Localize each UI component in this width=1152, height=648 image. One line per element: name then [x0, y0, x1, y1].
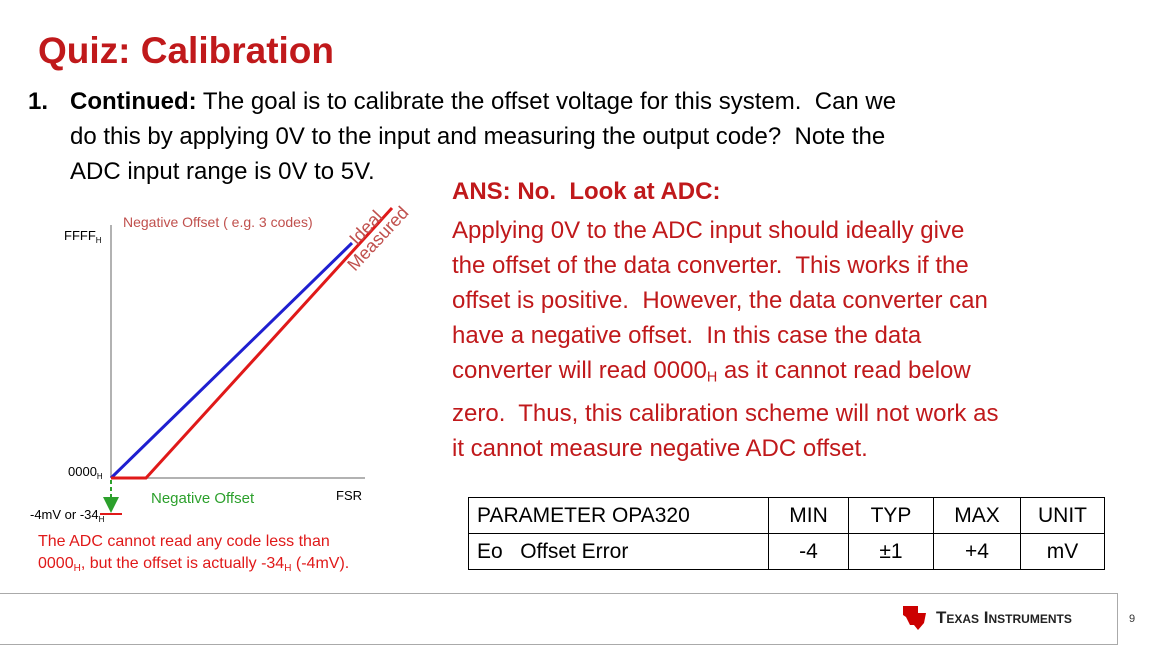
answer-text: offset is positive. However, the data co…: [452, 287, 988, 314]
header-cell: MIN: [768, 497, 849, 534]
answer-heading: ANS: No. Look at ADC:: [452, 178, 721, 205]
cell: -4: [768, 533, 849, 570]
caption-part: 0000: [38, 555, 74, 572]
neg-value: -4mV or -34: [30, 507, 99, 522]
header-cell: MAX: [933, 497, 1021, 534]
question-label: Continued:: [70, 88, 197, 115]
ffff: FFFF: [64, 228, 96, 243]
ideal-line: [109, 241, 354, 480]
offset-note: Negative Offset ( e.g. 3 codes): [123, 214, 313, 230]
question-line: Continued: The goal is to calibrate the …: [70, 90, 896, 114]
measured-line: [111, 206, 394, 480]
caption-part: , but the offset is actually -34: [81, 555, 284, 572]
question-text: The goal is to calibrate the offset volt…: [202, 88, 897, 115]
question-text: do this by applying 0V to the input and …: [70, 123, 886, 150]
spec-table: PARAMETER OPA320 MIN TYP MAX UNIT Eo Off…: [468, 497, 1105, 570]
question-number: 1.: [28, 88, 49, 115]
ti-logo-mark: [903, 606, 926, 630]
neg-value-label: -4mV or -34H: [30, 507, 105, 524]
diagram: Negative Offset ( e.g. 3 codes) Ideal Me…: [30, 203, 413, 574]
header-cell: TYP: [848, 497, 934, 534]
caption-part: (-4mV).: [291, 555, 349, 572]
answer-text: have a negative offset. In this case the…: [452, 322, 922, 349]
answer-text: it cannot measure negative ADC offset.: [452, 434, 868, 462]
question-text: ADC input range is 0V to 5V.: [70, 158, 375, 185]
zero-sub: H: [97, 472, 103, 481]
cell: Eo Offset Error: [468, 533, 769, 570]
footer: [0, 593, 1118, 645]
answer-text: as it cannot read below: [717, 357, 971, 384]
caption: The ADC cannot read any code less than: [38, 533, 330, 550]
ti-logo: Texas Instruments: [936, 608, 1072, 627]
cell: +4: [933, 533, 1021, 570]
answer-body: Applying 0V to the ADC input should idea…: [452, 213, 998, 466]
zero: 0000: [68, 464, 97, 479]
caption: 0000H, but the offset is actually -34H (…: [38, 555, 349, 574]
fsr-label: FSR: [336, 488, 362, 503]
header-cell: PARAMETER OPA320: [468, 497, 769, 534]
neg-value-sub: H: [99, 515, 105, 524]
answer-subscript: H: [706, 369, 718, 386]
answer-text: converter will read 0000: [452, 357, 707, 384]
caption-sub: H: [74, 563, 81, 574]
table-row: Eo Offset Error -4 ±1 +4 mV: [468, 533, 1105, 570]
ffff-label: FFFFH: [64, 228, 102, 245]
answer-text: zero. Thus, this calibration scheme will…: [452, 399, 999, 427]
header-cell: UNIT: [1020, 497, 1105, 534]
negative-offset-label: Negative Offset: [151, 490, 255, 507]
cell: mV: [1020, 533, 1105, 570]
page-number: 9: [1129, 613, 1136, 625]
title: Quiz: Calibration: [38, 30, 334, 71]
ffff-sub: H: [96, 236, 102, 245]
zero-label: 0000H: [68, 464, 103, 481]
cell: ±1: [848, 533, 934, 570]
table-header: PARAMETER OPA320 MIN TYP MAX UNIT: [468, 497, 1105, 534]
answer-text: the offset of the data converter. This w…: [452, 252, 969, 279]
caption-sub: H: [284, 563, 291, 574]
answer-text: Applying 0V to the ADC input should idea…: [452, 217, 965, 244]
